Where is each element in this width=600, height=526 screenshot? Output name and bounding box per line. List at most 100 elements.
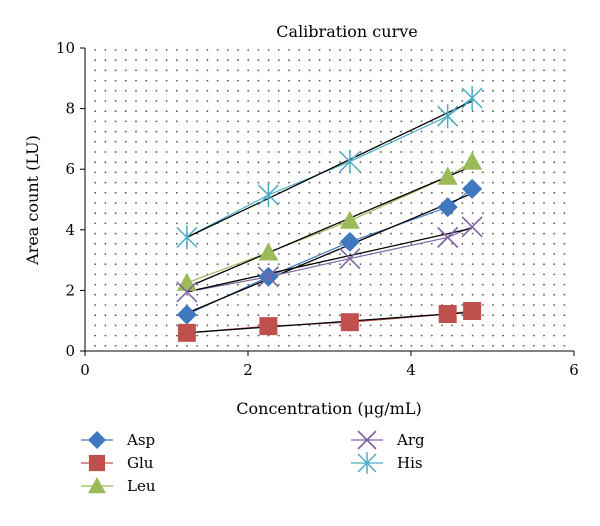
grid-dot	[379, 253, 382, 255]
grid-dot	[114, 130, 117, 133]
x-tick-label: 2	[243, 361, 253, 379]
grid-dot	[522, 242, 525, 245]
grid-dot	[410, 334, 413, 337]
grid-dot	[543, 263, 545, 266]
grid-dot	[216, 293, 219, 296]
grid-dot	[94, 304, 97, 306]
grid-dot	[165, 334, 168, 337]
grid-dot	[226, 314, 229, 317]
grid-dot	[441, 212, 443, 215]
grid-dot	[502, 212, 505, 215]
grid-dot	[420, 120, 423, 123]
grid-dot	[502, 344, 505, 347]
grid-dot	[247, 242, 250, 245]
grid-dot	[379, 344, 382, 347]
grid-dot	[349, 202, 352, 204]
grid-dot	[339, 273, 341, 276]
data-point-arg	[257, 266, 279, 288]
y-tick-label: 8	[65, 100, 75, 118]
grid-dot	[522, 324, 525, 327]
grid-dot	[94, 242, 97, 245]
data-point-glu	[438, 305, 457, 324]
fit-lines	[186, 97, 473, 334]
grid-dot	[277, 120, 280, 123]
grid-dot	[308, 293, 311, 296]
grid-dot	[277, 181, 280, 184]
grid-dot	[277, 79, 280, 82]
grid-dot	[298, 242, 301, 245]
grid-dot	[461, 181, 464, 184]
grid-dot	[553, 130, 556, 133]
grid-dot	[532, 130, 535, 133]
grid-dot	[471, 120, 474, 123]
grid-dot	[339, 334, 341, 337]
grid-dot	[522, 110, 525, 113]
grid-dot	[155, 314, 158, 317]
grid-dot	[502, 253, 505, 255]
grid-dot	[288, 263, 290, 266]
data-markers	[176, 85, 483, 342]
grid-dot	[247, 212, 250, 215]
legend-item-arg: Arg	[351, 430, 425, 450]
grid-dot	[298, 120, 301, 123]
grid-dot	[277, 89, 280, 92]
grid-dot	[522, 334, 525, 337]
grid-dot	[247, 344, 250, 347]
tick-labels: 0 2 4 6 0 2 4 6 8 10	[56, 39, 579, 379]
grid-dot	[420, 202, 423, 204]
grid-dot	[114, 263, 117, 266]
grid-dot	[257, 212, 260, 215]
grid-dot	[318, 212, 321, 215]
grid-dot	[502, 181, 505, 184]
grid-dot	[288, 79, 290, 82]
grid-dot	[563, 89, 566, 92]
data-point-glu	[259, 317, 278, 336]
x-axis-title: Concentration (μg/mL)	[236, 399, 421, 418]
grid-dot	[481, 253, 484, 255]
grid-dot	[492, 344, 494, 347]
grid-dot	[104, 212, 107, 215]
grid-dot	[216, 334, 219, 337]
grid-dot	[298, 171, 301, 174]
grid-dot	[400, 212, 403, 215]
grid-dot	[502, 324, 505, 327]
grid-dot	[451, 344, 454, 347]
grid-dot	[135, 140, 137, 143]
grid-dot	[247, 181, 250, 184]
grid-dot	[410, 140, 413, 143]
grid-dot	[471, 69, 474, 72]
grid-dot	[298, 49, 301, 51]
grid-dot	[206, 191, 209, 194]
grid-dot	[369, 69, 372, 72]
grid-dot	[543, 49, 545, 51]
grid-dot	[237, 283, 239, 286]
grid-dot	[298, 273, 301, 276]
grid-dot	[481, 304, 484, 306]
grid-dot	[553, 263, 556, 266]
y-tick-label: 2	[65, 281, 75, 299]
grid-dot	[226, 130, 229, 133]
grid-dot	[124, 212, 127, 215]
grid-dot	[481, 130, 484, 133]
grid-dot	[481, 273, 484, 276]
grid-dot	[247, 202, 250, 204]
grid-dot	[461, 69, 464, 72]
grid-dot	[461, 161, 464, 164]
grid-dot	[430, 304, 433, 306]
grid-dot	[563, 79, 566, 82]
grid-dot	[349, 191, 352, 194]
grid-dot	[339, 79, 341, 82]
grid-dot	[318, 202, 321, 204]
grid-dot	[267, 212, 270, 215]
grid-dot	[553, 140, 556, 143]
grid-dot	[175, 49, 178, 51]
data-point-leu	[462, 151, 483, 170]
grid-dot	[410, 242, 413, 245]
grid-dot	[145, 59, 148, 62]
grid-dot	[471, 79, 474, 82]
grid-dot	[420, 191, 423, 194]
grid-dot	[298, 344, 301, 347]
grid-dot	[247, 283, 250, 286]
grid-dot	[104, 304, 107, 306]
grid-dot	[237, 242, 239, 245]
